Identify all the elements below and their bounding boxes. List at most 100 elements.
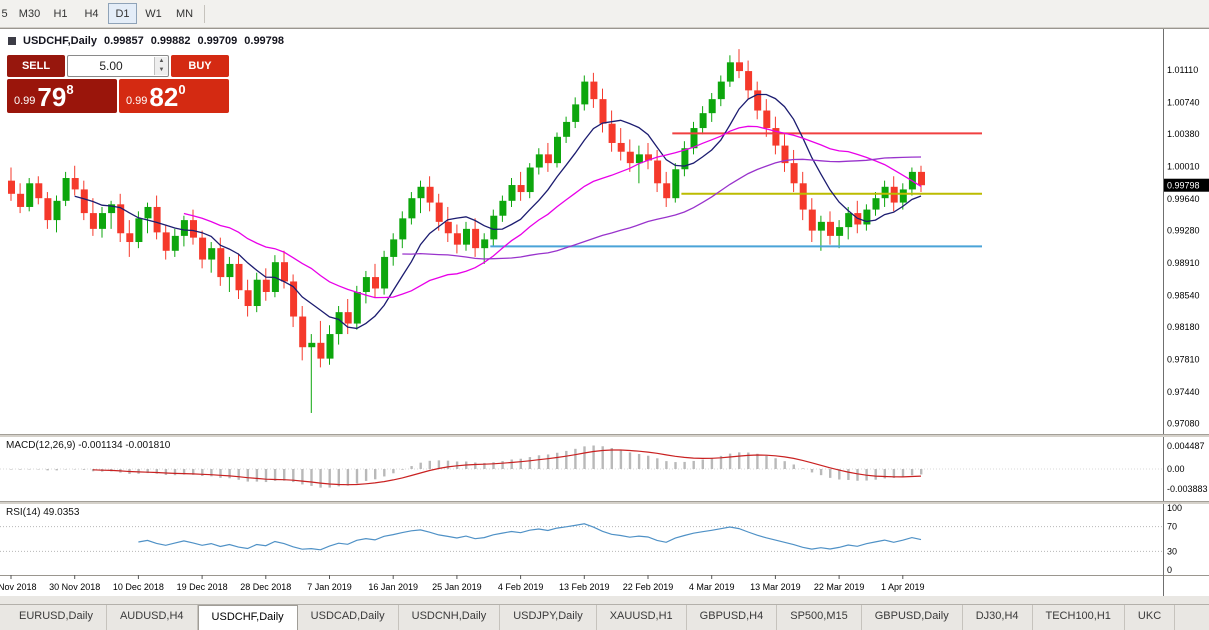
candle-body: [117, 204, 125, 234]
price-tick-label: 0.98540: [1167, 290, 1200, 300]
candle-body: [918, 171, 925, 186]
timeframe-d1-button[interactable]: D1: [108, 3, 137, 24]
chart-tab-usdchf-daily[interactable]: USDCHF,Daily: [197, 605, 298, 630]
chart-tab-gbpusd-daily[interactable]: GBPUSD,Daily: [862, 605, 963, 630]
lot-spin-down-icon[interactable]: ▼: [155, 66, 168, 75]
macd-histogram-bar: [801, 468, 805, 469]
timeframe-toolbar: 5 M30 H1 H4 D1 W1 MN: [0, 0, 1209, 28]
date-label: 13 Feb 2019: [559, 582, 610, 592]
chart-tab-audusd-h4[interactable]: AUDUSD,H4: [107, 605, 198, 630]
macd-histogram-bar: [301, 469, 304, 485]
candle-body: [517, 185, 525, 193]
chart-tab-usdjpy-daily[interactable]: USDJPY,Daily: [500, 605, 597, 630]
macd-histogram-bar: [192, 469, 195, 475]
price-tick-label: 0.98180: [1167, 322, 1200, 332]
lot-size-value[interactable]: 5.00: [99, 59, 123, 73]
candle-body: [235, 263, 243, 291]
quote-open: 0.99857: [103, 35, 144, 47]
candle-body: [444, 221, 452, 234]
macd-histogram-bar: [228, 469, 231, 479]
chart-tab-xauusd-h1[interactable]: XAUUSD,H1: [597, 605, 687, 630]
candle-body: [253, 279, 261, 307]
timeframe-m30-button[interactable]: M30: [18, 7, 41, 20]
macd-pane-canvas[interactable]: 0.004487 0.00 -0.003883: [0, 437, 1209, 501]
pane-splitter[interactable]: [0, 434, 1209, 437]
macd-histogram-bar: [164, 469, 168, 475]
buy-button[interactable]: BUY: [171, 55, 229, 77]
candle-body: [162, 232, 170, 251]
rsi-line: [138, 523, 922, 551]
macd-histogram-bar: [710, 457, 714, 469]
macd-histogram-bar: [774, 458, 777, 469]
macd-histogram-bar: [683, 461, 686, 469]
sell-button[interactable]: SELL: [7, 55, 65, 77]
pane-splitter[interactable]: [0, 501, 1209, 504]
candle-body: [408, 198, 416, 219]
candle-body: [262, 279, 270, 292]
timeframe-h1-button[interactable]: H1: [53, 7, 68, 20]
candle-body: [180, 220, 188, 236]
candle-body: [62, 178, 70, 201]
candle-body: [544, 154, 552, 164]
lot-spin-up-icon[interactable]: ▲: [155, 57, 168, 66]
candle-body: [863, 209, 871, 225]
timeframe-m5-button[interactable]: 5: [1, 7, 8, 20]
candle-body: [153, 206, 161, 233]
timeframe-mn-button[interactable]: MN: [175, 7, 194, 20]
chart-tab-eurusd-daily[interactable]: EURUSD,Daily: [6, 605, 107, 630]
macd-histogram-bar: [437, 460, 441, 469]
candle-body: [836, 227, 844, 236]
macd-histogram-bar: [619, 450, 623, 469]
chart-tab-sp500-m15[interactable]: SP500,M15: [777, 605, 862, 630]
chart-tab-gbpusd-h4[interactable]: GBPUSD,H4: [687, 605, 778, 630]
candle-body: [535, 154, 543, 168]
macd-histogram-bar: [483, 462, 486, 469]
macd-histogram-bar: [546, 454, 550, 469]
macd-histogram-bar: [264, 469, 268, 483]
macd-histogram-bar: [392, 469, 395, 474]
sell-price-box[interactable]: 0.99 79 8: [7, 79, 117, 113]
price-chart-canvas[interactable]: 1.01110 1.00740 1.00380 1.00010 0.99640 0.992…: [0, 29, 1209, 434]
candle-body: [508, 185, 516, 201]
candle-body: [144, 206, 152, 219]
window-gap-strip: [0, 596, 1209, 604]
macd-histogram-bar: [756, 453, 759, 469]
candle-body: [99, 213, 106, 229]
macd-histogram-bar: [765, 455, 768, 469]
chart-tab-tech100-h1[interactable]: TECH100,H1: [1033, 605, 1125, 630]
macd-histogram-bar: [847, 469, 850, 480]
chart-tab-usdcad-daily[interactable]: USDCAD,Daily: [298, 605, 399, 630]
candle-body: [617, 142, 625, 152]
macd-histogram-bar: [829, 469, 832, 478]
candle-body: [708, 99, 716, 114]
moving-average-line: [183, 125, 922, 299]
date-label: 10 Dec 2018: [113, 582, 164, 592]
candle-body: [44, 198, 52, 221]
lot-size-input[interactable]: 5.00 ▲ ▼: [67, 55, 169, 77]
date-label: 28 Dec 2018: [240, 582, 291, 592]
timeframe-w1-button[interactable]: W1: [145, 7, 162, 20]
macd-histogram-bar: [901, 469, 905, 477]
sell-price-pip: 8: [66, 82, 74, 97]
chart-tab-bar: EURUSD,Daily AUDUSD,H4 USDCHF,Daily USDCAD,…: [0, 604, 1209, 630]
macd-histogram-bar: [10, 469, 13, 470]
chart-tab-dj30-h4[interactable]: DJ30,H4: [963, 605, 1033, 630]
candle-body: [199, 237, 207, 260]
chart-tab-usdcnh-daily[interactable]: USDCNH,Daily: [399, 605, 501, 630]
candle-body: [35, 183, 43, 199]
chart-tab-ukc[interactable]: UKC: [1125, 605, 1176, 630]
candle-body: [590, 81, 598, 100]
price-tick-label: 1.00380: [1167, 129, 1200, 139]
time-axis[interactable]: 21 Nov 2018 30 Nov 2018 10 Dec 2018 19 Dec …: [0, 575, 1209, 597]
chart-window: 1.01110 1.00740 1.00380 1.00010 0.99640 0.992…: [0, 28, 1209, 597]
macd-histogram-bar: [383, 469, 386, 477]
macd-histogram-bar: [574, 448, 577, 469]
candle-body: [326, 334, 334, 359]
candle-body: [417, 186, 425, 199]
buy-price-box[interactable]: 0.99 82 0: [119, 79, 229, 113]
timeframe-h4-button[interactable]: H4: [84, 7, 99, 20]
macd-histogram-bar: [219, 469, 222, 478]
macd-histogram-bar: [738, 452, 741, 469]
date-label: 21 Nov 2018: [0, 582, 37, 592]
rsi-pane-canvas[interactable]: 100 70 30 0: [0, 504, 1209, 575]
